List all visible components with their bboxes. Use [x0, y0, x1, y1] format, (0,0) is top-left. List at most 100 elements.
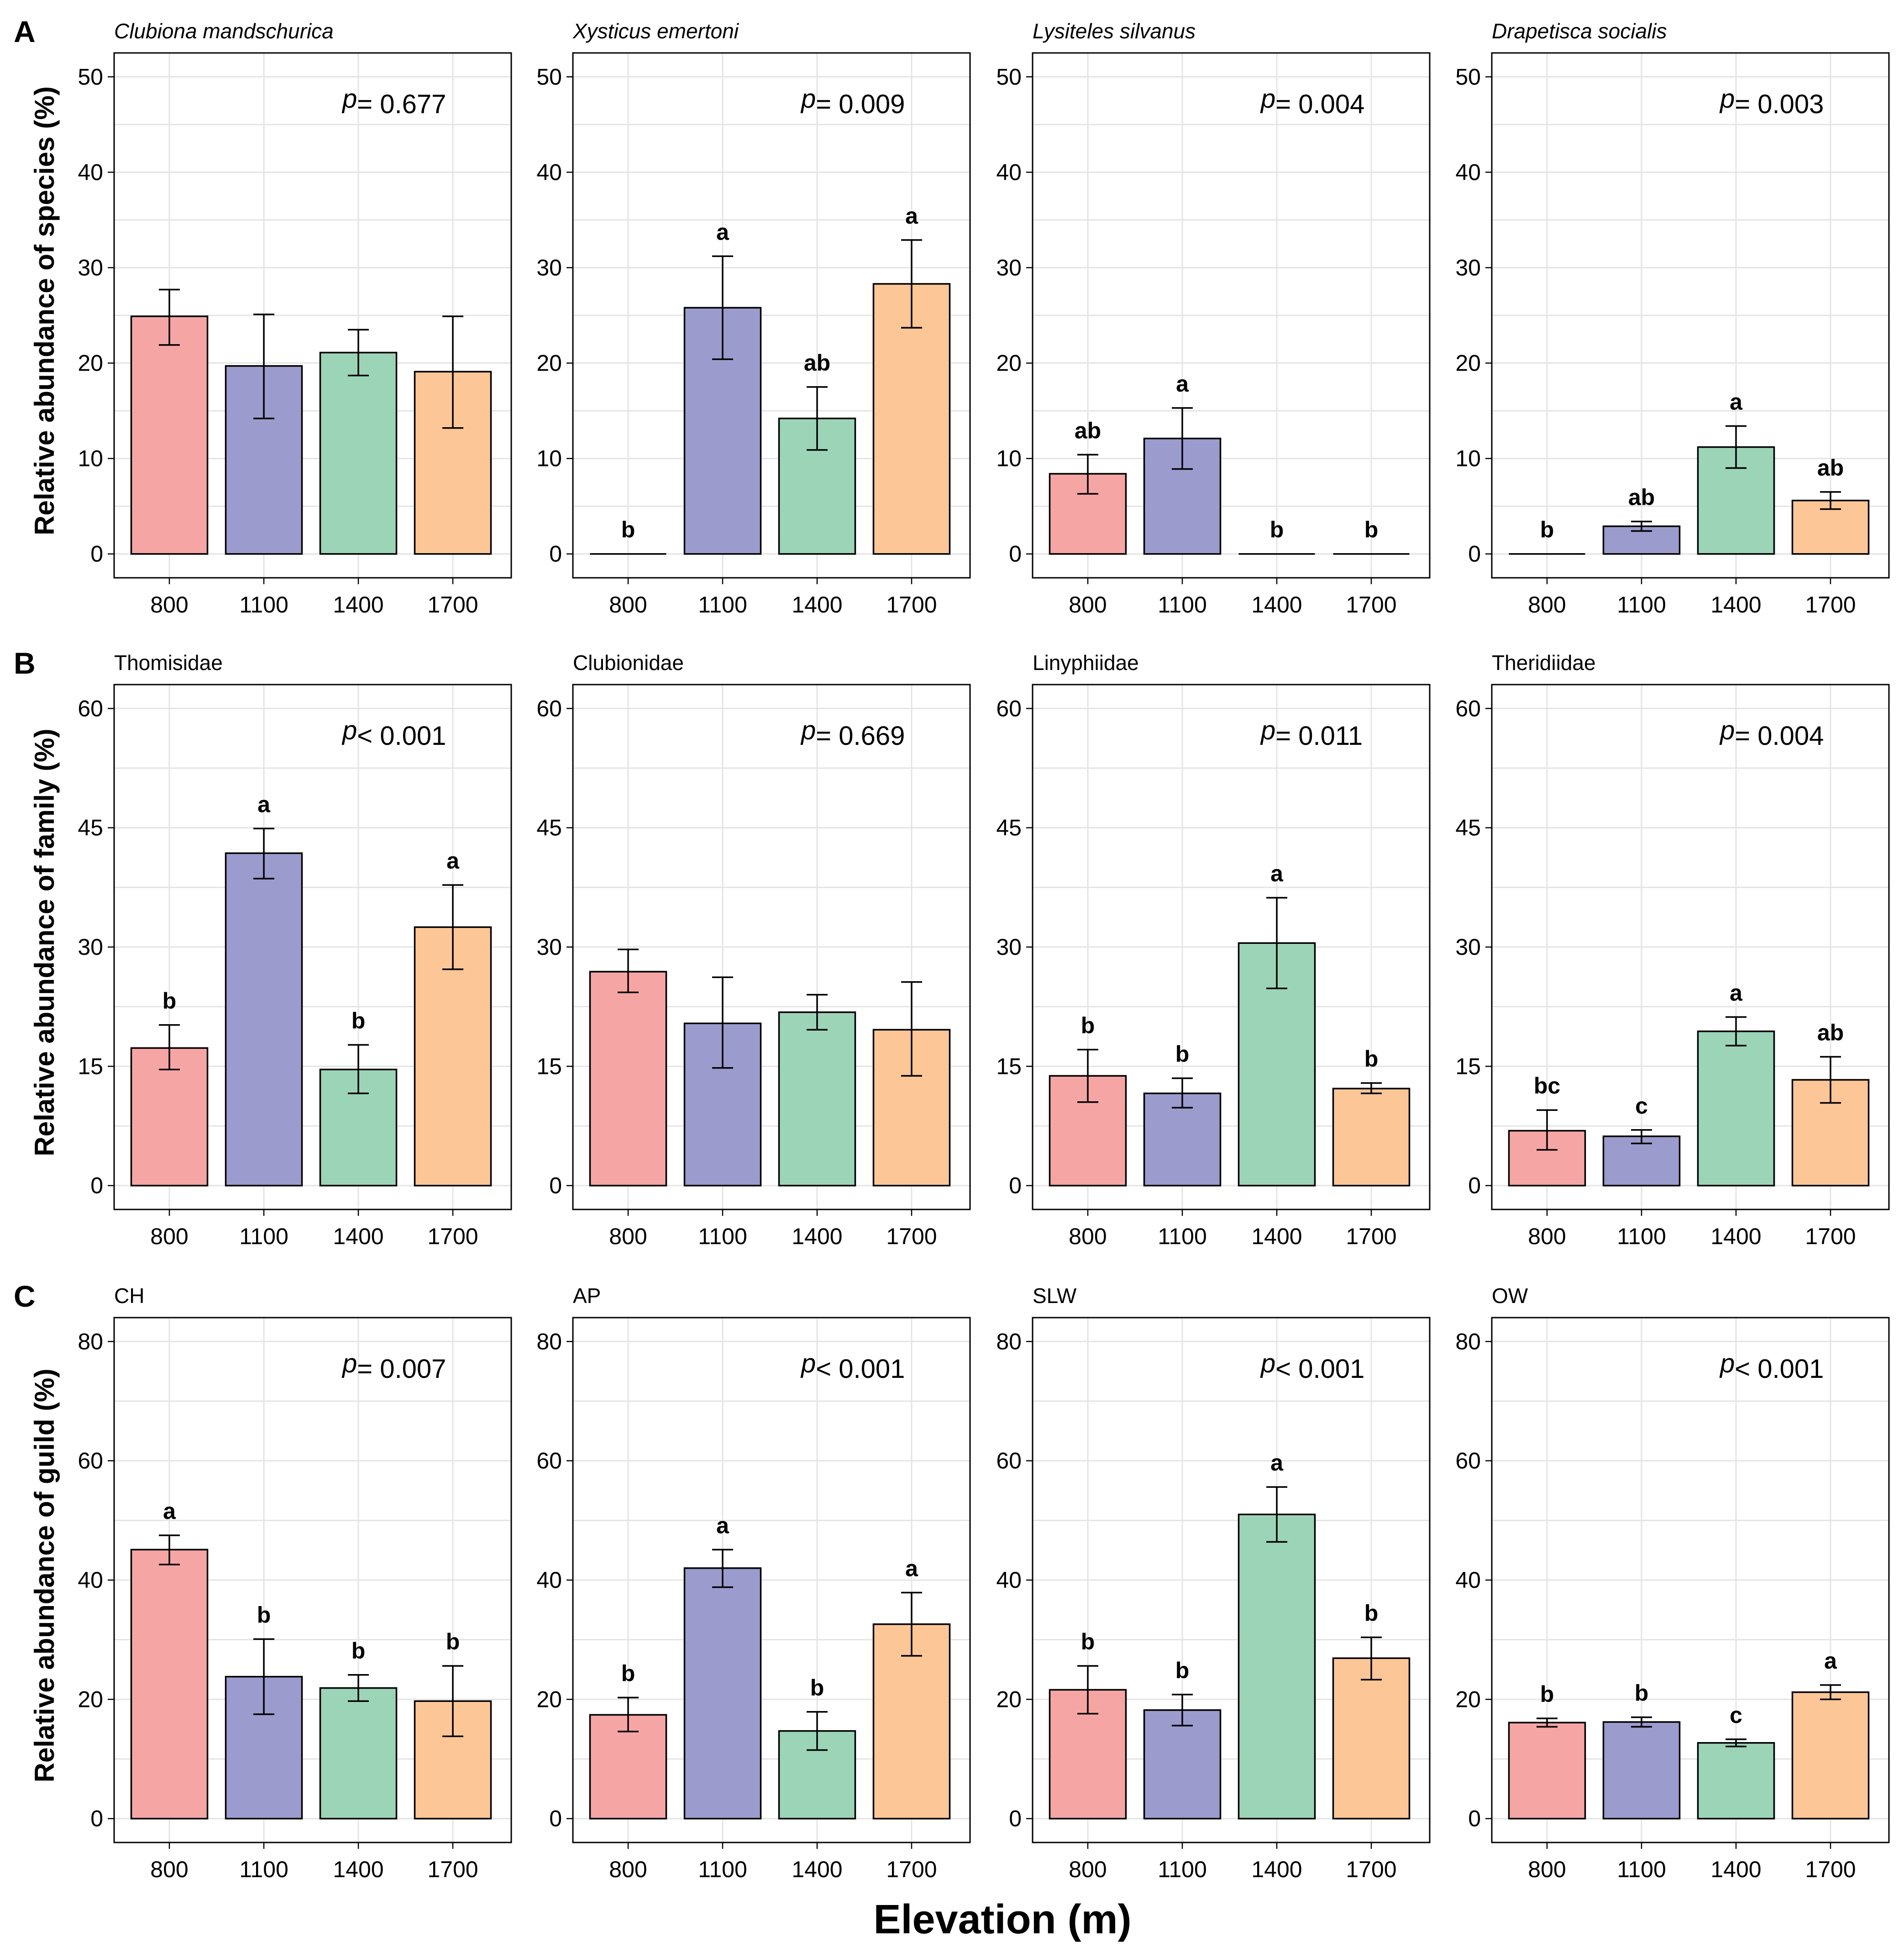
y-tick-label: 50	[996, 64, 1022, 89]
significance-letter: b	[1364, 517, 1379, 543]
y-tick-label: 60	[78, 1448, 103, 1474]
panel-clubionidae: Clubionidae 0 15 30 45 60 800 1100 1400 1700 p= 0.…	[536, 651, 971, 1249]
error-bar-1400	[348, 329, 369, 377]
x-tick-label: 1700	[886, 592, 937, 618]
x-tick-label: 1700	[427, 592, 478, 618]
error-bar-1700	[442, 315, 463, 429]
bar-800	[1508, 1722, 1586, 1820]
significance-letter: b	[810, 1675, 824, 1701]
y-tick-label: 15	[996, 1053, 1022, 1079]
panel-border	[113, 52, 512, 579]
error-bar-1100	[1172, 1694, 1193, 1727]
error-bar-1400	[348, 1674, 369, 1702]
error-bar-1400	[348, 1044, 369, 1094]
p-value-text: < 0.001	[1735, 1354, 1824, 1384]
y-tick-label: 40	[1455, 159, 1481, 185]
significance-letter: c	[1635, 1093, 1648, 1119]
error-bar-1400	[1266, 1486, 1287, 1543]
bar-800	[589, 971, 667, 1187]
p-value-text: = 0.677	[357, 89, 446, 119]
error-bar-1400	[1726, 1016, 1747, 1047]
error-bar-1100	[712, 976, 733, 1069]
p-value: p= 0.669	[800, 716, 905, 751]
p-value: p< 0.001	[341, 716, 446, 751]
x-tick-label: 800	[150, 592, 188, 618]
y-tick-label: 45	[78, 815, 103, 841]
p-value: p= 0.009	[800, 84, 905, 119]
panel-border	[1032, 684, 1431, 1210]
significance-letter: a	[1270, 1450, 1284, 1476]
panel-border	[113, 684, 512, 1210]
y-tick-label: 60	[1455, 1448, 1481, 1474]
significance-letter: ab	[804, 350, 830, 376]
error-bar-1700	[1820, 491, 1841, 510]
row-tag-A: A	[14, 15, 36, 48]
panel-title: Thomisidae	[114, 651, 223, 675]
x-tick-label: 1100	[1617, 592, 1666, 618]
x-tick-label: 1700	[886, 1224, 937, 1249]
significance-letter: a	[1176, 371, 1189, 397]
error-bar-1700	[442, 884, 463, 970]
panel-border	[1491, 684, 1890, 1210]
error-bar-1400	[1266, 897, 1287, 989]
panel-title: Linyphiidae	[1033, 651, 1139, 675]
x-tick-label: 1700	[427, 1224, 478, 1249]
bar-1400	[778, 1011, 856, 1187]
x-tick-label: 1100	[1158, 1224, 1207, 1249]
x-tick-label: 800	[1528, 1857, 1566, 1882]
panel-linyphiidae: Linyphiidae 0 15 30 45 60 b 800 b 1100 a 1400 b 1700 p…	[996, 651, 1431, 1249]
y-tick-label: 0	[90, 1173, 103, 1199]
significance-letter: a	[1270, 861, 1284, 886]
p-symbol: p	[800, 716, 816, 745]
panel-border	[1032, 52, 1431, 579]
x-tick-label: 1100	[239, 592, 288, 618]
y-tick-label: 45	[536, 815, 562, 841]
p-symbol: p	[1260, 716, 1275, 745]
y-tick-label: 0	[549, 541, 562, 567]
significance-letter: b	[1175, 1658, 1190, 1683]
panel-border	[113, 1317, 512, 1843]
x-tick-label: 1100	[698, 1857, 747, 1882]
bar-1100	[1602, 1135, 1681, 1187]
x-tick-label: 800	[150, 1224, 188, 1249]
panel-ap: AP 0 20 40 60 80 b 800 a 1100 b 1400 a 1700 p< 0.001	[536, 1284, 971, 1882]
bar-800	[130, 1549, 209, 1820]
significance-letter: b	[351, 1008, 366, 1033]
error-bar-800	[1077, 1665, 1098, 1715]
significance-letter: a	[1824, 1648, 1837, 1674]
bar-1700	[872, 283, 951, 555]
x-tick-label: 1400	[1710, 592, 1761, 618]
x-tick-label: 1700	[1346, 592, 1396, 618]
significance-letter: b	[1175, 1042, 1190, 1067]
x-tick-label: 1100	[698, 1224, 747, 1249]
error-bar-1400	[1726, 1738, 1747, 1748]
error-bar-1700	[901, 1591, 922, 1657]
error-bar-1100	[1172, 1077, 1193, 1109]
panel-ch: CH 0 20 40 60 80 a 800 b 1100 b 1400 b 1700 p= 0.007	[78, 1284, 512, 1882]
error-bar-1700	[1820, 1056, 1841, 1104]
p-value-text: = 0.669	[816, 721, 905, 751]
row-labels: A Relative abundance of species (%) B Relat…	[14, 15, 60, 1782]
bar-1400	[1238, 1513, 1316, 1820]
x-tick-label: 800	[1069, 592, 1107, 618]
y-tick-label: 10	[1455, 446, 1481, 471]
y-tick-label: 40	[996, 159, 1022, 185]
p-symbol: p	[1260, 84, 1275, 114]
y-tick-label: 0	[1009, 1806, 1022, 1832]
x-tick-label: 1700	[427, 1857, 478, 1882]
y-tick-label: 0	[90, 1806, 103, 1832]
y-tick-label: 30	[78, 255, 103, 280]
p-value: p= 0.007	[341, 1349, 446, 1384]
error-bar-800	[159, 1024, 180, 1071]
bar-1400	[319, 1687, 398, 1820]
y-tick-label: 20	[78, 351, 103, 376]
p-value: p= 0.004	[1719, 716, 1824, 751]
bar-1700	[1791, 1691, 1870, 1820]
y-tick-label: 0	[1468, 541, 1481, 567]
significance-letter: a	[716, 1513, 729, 1538]
y-tick-label: 10	[536, 446, 562, 471]
significance-letter: b	[1635, 1680, 1649, 1706]
bar-1400	[1697, 1742, 1775, 1820]
